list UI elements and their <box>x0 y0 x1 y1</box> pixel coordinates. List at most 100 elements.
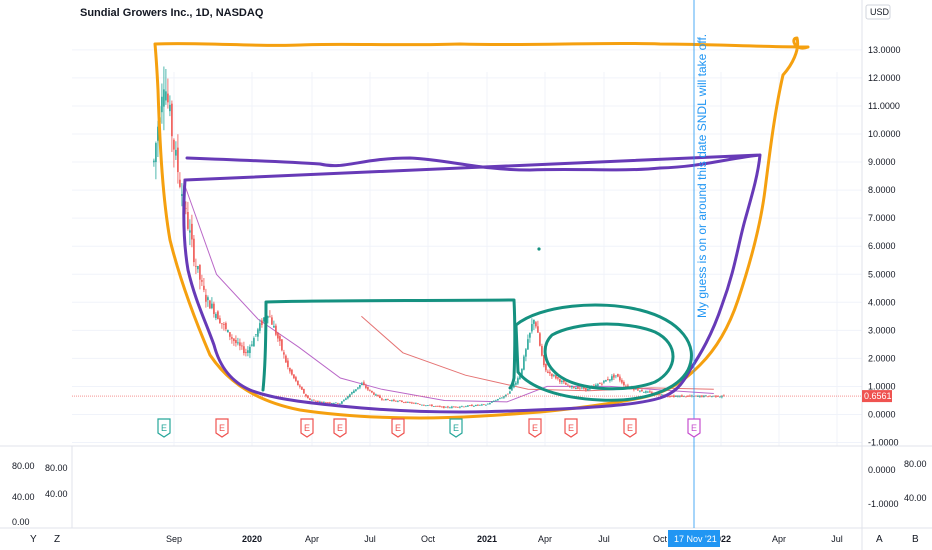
earnings-marker[interactable]: E <box>300 418 314 438</box>
candle-body <box>221 323 223 325</box>
currency-badge[interactable] <box>865 4 891 20</box>
candle-body <box>331 402 333 404</box>
candle-body <box>323 401 325 403</box>
candle-body <box>647 391 649 393</box>
earnings-marker[interactable]: E <box>623 418 637 438</box>
time-tick-label: 2022 <box>711 534 731 544</box>
earnings-marker[interactable]: E <box>215 418 229 438</box>
earnings-marker[interactable]: E <box>333 418 347 438</box>
candle-body <box>475 404 477 407</box>
price-tick-label: 3.0000 <box>868 325 896 335</box>
candle-body <box>551 373 553 377</box>
candle-body <box>577 386 579 389</box>
candle-body <box>339 403 341 405</box>
earnings-marker[interactable]: E <box>528 418 542 438</box>
candle-body <box>553 375 555 376</box>
price-axis[interactable]: 13.0000 12.0000 11.0000 10.0000 9.0000 8.0000… <box>868 45 901 448</box>
moving-average-line <box>361 315 714 392</box>
candle-body <box>415 403 417 405</box>
candle-body <box>231 337 233 339</box>
candle-body <box>257 329 259 337</box>
candle-body <box>223 324 225 325</box>
candle-body <box>203 285 205 290</box>
candle-body <box>441 406 443 408</box>
candle-body <box>433 406 435 407</box>
candle-body <box>253 338 255 347</box>
corner-button-z[interactable]: Z <box>54 534 60 545</box>
candle-body <box>485 404 487 406</box>
candle-body <box>709 395 711 397</box>
candle-body <box>431 404 433 407</box>
candle-body <box>351 392 353 394</box>
candle-body <box>283 352 285 355</box>
price-tick-label: 7.0000 <box>868 213 896 223</box>
corner-button-y[interactable]: Y <box>30 534 37 545</box>
candle-body <box>241 345 243 347</box>
candle-body <box>157 126 159 141</box>
symbol-title[interactable]: Sundial Growers Inc., 1D, NASDAQ <box>80 7 264 19</box>
earnings-marker[interactable]: E <box>449 418 463 438</box>
candle-body <box>411 402 413 404</box>
candle-body <box>453 406 455 408</box>
candle-body <box>355 389 357 391</box>
candle-body <box>213 303 215 314</box>
candle-body <box>215 313 217 318</box>
candle-body <box>381 398 383 400</box>
candle-body <box>227 329 229 333</box>
candle-body <box>469 405 471 407</box>
candle-body <box>587 388 589 391</box>
candle-body <box>537 326 539 333</box>
candle-body <box>327 402 329 404</box>
earnings-marker[interactable]: E <box>391 418 405 438</box>
candle-body <box>603 380 605 383</box>
candle-body <box>165 91 167 101</box>
candle-body <box>635 388 637 390</box>
earnings-marker-shape <box>300 418 314 438</box>
candle-body <box>701 395 703 397</box>
candle-body <box>187 212 189 229</box>
candle-body <box>247 350 249 353</box>
candle-body <box>177 147 179 173</box>
candle-body <box>597 384 599 386</box>
corner-button-a[interactable]: A <box>876 534 883 545</box>
candle-body <box>695 395 697 397</box>
candle-body <box>491 401 493 403</box>
candle-body <box>633 388 635 390</box>
moving-average-line <box>184 184 714 403</box>
candle-body <box>611 376 613 381</box>
time-tick-label: Jul <box>364 534 376 544</box>
time-axis[interactable]: Sep 2020 Apr Jul Oct 2021 Apr Jul Oct 2022 Apr Jul <box>166 534 843 544</box>
candle-body <box>529 332 531 338</box>
candle-body <box>275 325 277 335</box>
candle-body <box>575 387 577 390</box>
candle-body <box>625 386 627 387</box>
orange-cup-drawing <box>153 36 810 420</box>
earnings-marker[interactable]: E <box>687 418 701 438</box>
candle-body <box>251 344 253 346</box>
candle-body <box>359 384 361 388</box>
candle-body <box>667 396 669 397</box>
candle-body <box>473 405 475 407</box>
price-tick-label: 6.0000 <box>868 241 896 251</box>
crosshair-date-label: 17 Nov '21 <box>674 534 717 544</box>
candle-body <box>723 395 725 397</box>
time-tick-label: Apr <box>772 534 786 544</box>
corner-button-b[interactable]: B <box>912 534 919 545</box>
candle-body <box>651 392 653 395</box>
earnings-marker[interactable]: E <box>564 418 578 438</box>
candle-body <box>457 406 459 408</box>
candle-body <box>687 395 689 397</box>
candle-body <box>413 402 415 404</box>
candle-body <box>193 238 195 263</box>
candle-body <box>349 394 351 398</box>
earnings-marker[interactable]: E <box>157 418 171 438</box>
candle-body <box>717 395 719 397</box>
candle-body <box>429 404 431 406</box>
candle-body <box>463 406 465 408</box>
candle-body <box>369 390 371 392</box>
candle-body <box>335 402 337 404</box>
indicator-tick-label: 0.0000 <box>868 465 896 475</box>
earnings-marker-shape <box>215 418 229 438</box>
